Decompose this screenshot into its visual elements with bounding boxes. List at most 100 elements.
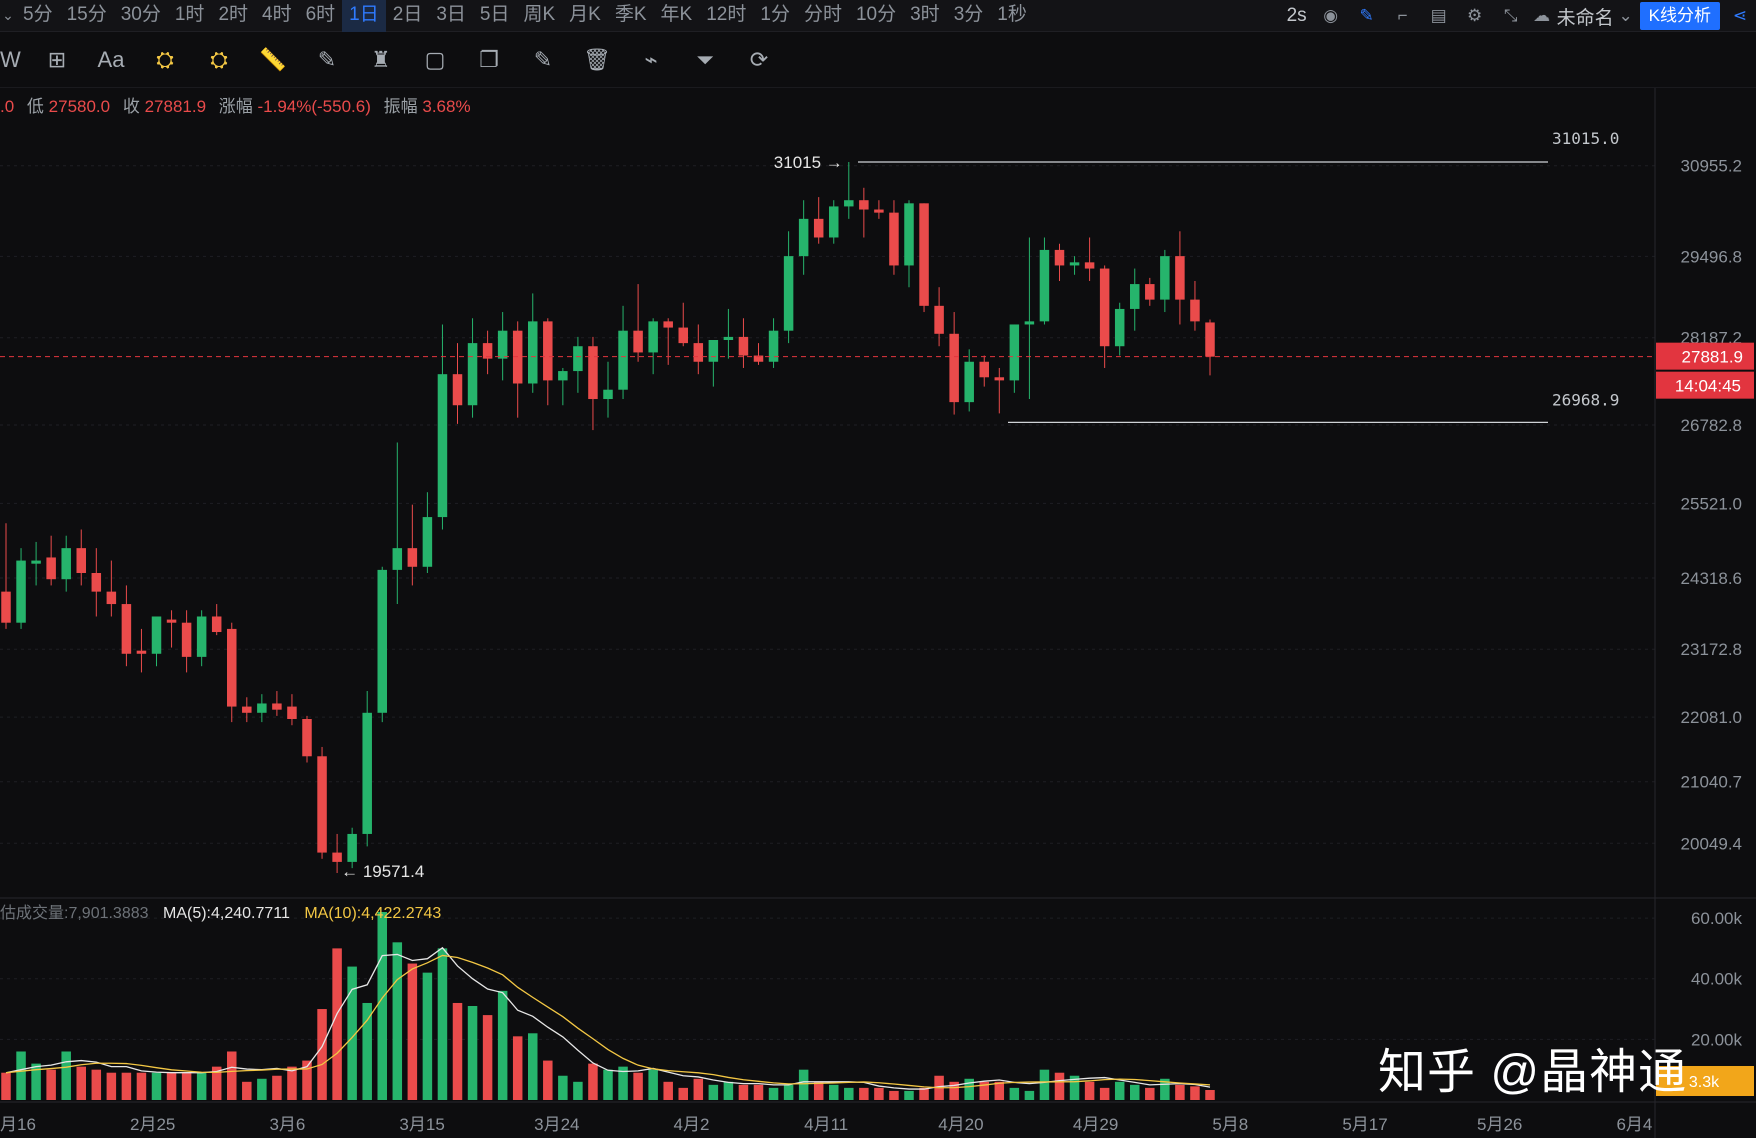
candle-body	[829, 206, 839, 238]
volume-bar	[1, 1072, 11, 1100]
fullscreen-icon[interactable]: ⤡	[1503, 6, 1518, 25]
calc-icon[interactable]: ▤	[1430, 6, 1447, 25]
amplitude-value: 3.68%	[422, 97, 471, 116]
period-tab[interactable]: 5日	[479, 3, 510, 25]
candle-body	[166, 619, 177, 623]
period-tab[interactable]: 12时	[706, 3, 747, 25]
candle-body	[151, 616, 162, 654]
candle-body	[407, 548, 418, 567]
lock-icon[interactable]: ▢	[424, 46, 446, 72]
ruler-icon[interactable]: 📏	[259, 46, 287, 72]
volume-bar	[753, 1084, 764, 1100]
candle-body	[1205, 322, 1215, 357]
copy-icon[interactable]: ❐	[479, 46, 499, 72]
cursor-tool-icon[interactable]: W	[0, 46, 21, 72]
candle-body	[91, 572, 102, 592]
crop-icon[interactable]: ⌐	[1397, 6, 1408, 25]
y-tick-label: 25521.0	[1681, 494, 1742, 513]
candle-body	[196, 616, 207, 657]
close-label: 收	[122, 97, 140, 116]
candle-body	[573, 346, 583, 372]
period-tab[interactable]: 2日	[392, 3, 423, 25]
volume-bar	[723, 1081, 734, 1100]
candle-settings-icon[interactable]: ♜	[371, 46, 391, 72]
trash-icon[interactable]: 🗑	[583, 46, 611, 72]
candle-body	[588, 346, 598, 400]
kline-chart[interactable]: 30955.229496.828187.226782.825521.024318…	[0, 88, 1756, 1138]
range-low-label: 26968.9	[1552, 390, 1619, 409]
candle-body	[1039, 249, 1050, 322]
magnet-strong-icon[interactable]: ⛭	[210, 46, 228, 72]
candle-body	[121, 604, 132, 654]
volume-bar	[46, 1069, 56, 1100]
candle-body	[1009, 324, 1020, 381]
period-tab[interactable]: 3分	[953, 3, 984, 25]
refresh-interval[interactable]: 2s	[1286, 5, 1307, 26]
period-tab[interactable]: 月K	[569, 3, 601, 25]
volume-bar	[633, 1072, 643, 1100]
period-tab[interactable]: 周K	[523, 3, 556, 25]
period-tab[interactable]: 1分	[760, 3, 790, 25]
volume-bar	[121, 1072, 132, 1100]
volume-bar	[1084, 1081, 1095, 1100]
sync-icon[interactable]: ⟳	[749, 46, 769, 72]
volume-bar	[422, 972, 433, 1100]
candle-body	[76, 548, 86, 573]
pen-icon[interactable]: ✎	[1359, 6, 1374, 25]
period-tab[interactable]: 1时	[174, 3, 205, 25]
x-tick-label: 5月8	[1212, 1115, 1248, 1134]
period-tab[interactable]: 6时	[305, 3, 336, 25]
ma10-line	[5, 954, 1211, 1089]
chevron-down-icon[interactable]: ⌄	[2, 7, 14, 23]
period-tab[interactable]: 2时	[218, 3, 249, 25]
magnet-icon[interactable]: ⛭	[156, 46, 174, 72]
period-list: 5分 15分 30分 1时 2时 4时 6时 1日 2日 3日 5日 周K 月K 季K 年K 12时 1分 分时 1…	[16, 0, 1034, 32]
eraser-icon[interactable]: ✎	[317, 46, 337, 72]
filter-icon[interactable]: ⏷	[696, 46, 714, 72]
period-tab[interactable]: 5分	[23, 3, 53, 25]
y-tick-label: 24318.6	[1681, 569, 1742, 588]
period-tab[interactable]: 1秒	[997, 3, 1027, 25]
drawing-toolbar: W ⊞ Aa ⛭ ⛭ 📏 ✎ ♜ ▢ ❐ ✎ 🗑 ⌁ ⏷ ⟳	[0, 32, 1756, 88]
layout-name[interactable]: 未命名	[1556, 7, 1614, 29]
volume-bar	[482, 1015, 493, 1100]
volume-bar	[618, 1066, 628, 1100]
volume-bar	[1175, 1084, 1185, 1100]
change-value: -1.94%(-550.6)	[257, 97, 371, 116]
period-tab[interactable]: 30分	[120, 3, 161, 25]
kline-analysis-button[interactable]: K线分析	[1639, 2, 1720, 30]
period-tab[interactable]: 季K	[614, 3, 647, 25]
period-tab[interactable]: 3日	[436, 3, 466, 25]
period-tab[interactable]: 10分	[855, 3, 897, 25]
period-tab[interactable]: 年K	[660, 3, 693, 25]
text-tool-icon[interactable]: Aa	[97, 46, 125, 72]
settings-icon[interactable]: ⚙	[1467, 6, 1483, 25]
zoom-rect-icon[interactable]: ⊞	[47, 46, 67, 72]
x-tick-label: 3月24	[534, 1115, 579, 1134]
chevron-down-icon[interactable]: ⌄	[1618, 6, 1633, 25]
share-icon[interactable]: ⋖	[1732, 6, 1748, 25]
volume-bar	[166, 1072, 177, 1100]
period-tab[interactable]: 15分	[66, 3, 107, 25]
volume-bar	[1054, 1072, 1065, 1100]
link-icon[interactable]: ⌁	[644, 46, 658, 72]
volume-bar	[151, 1072, 162, 1100]
candle-body	[603, 389, 613, 400]
candle-body	[1175, 256, 1185, 300]
candle-body	[528, 321, 538, 384]
candle-body	[31, 560, 41, 564]
camera-icon[interactable]: ◉	[1323, 6, 1339, 25]
period-tab[interactable]: 4时	[262, 3, 292, 25]
cloud-icon[interactable]: ☁	[1533, 6, 1551, 25]
volume-bar	[1099, 1087, 1110, 1100]
x-tick-label: 4月29	[1073, 1115, 1118, 1134]
x-tick-label: 4月2	[674, 1115, 710, 1134]
y-tick-label: 30955.2	[1681, 157, 1742, 176]
volume-bar	[844, 1087, 854, 1100]
vol-tick-label: 60.00k	[1691, 909, 1743, 928]
period-tab[interactable]: 3时	[910, 3, 940, 25]
period-tab[interactable]: 分时	[803, 3, 842, 25]
period-tab[interactable]: 1日	[342, 0, 386, 32]
edit-icon[interactable]: ✎	[533, 46, 553, 72]
last-price-value: 27881.9	[1682, 348, 1743, 367]
